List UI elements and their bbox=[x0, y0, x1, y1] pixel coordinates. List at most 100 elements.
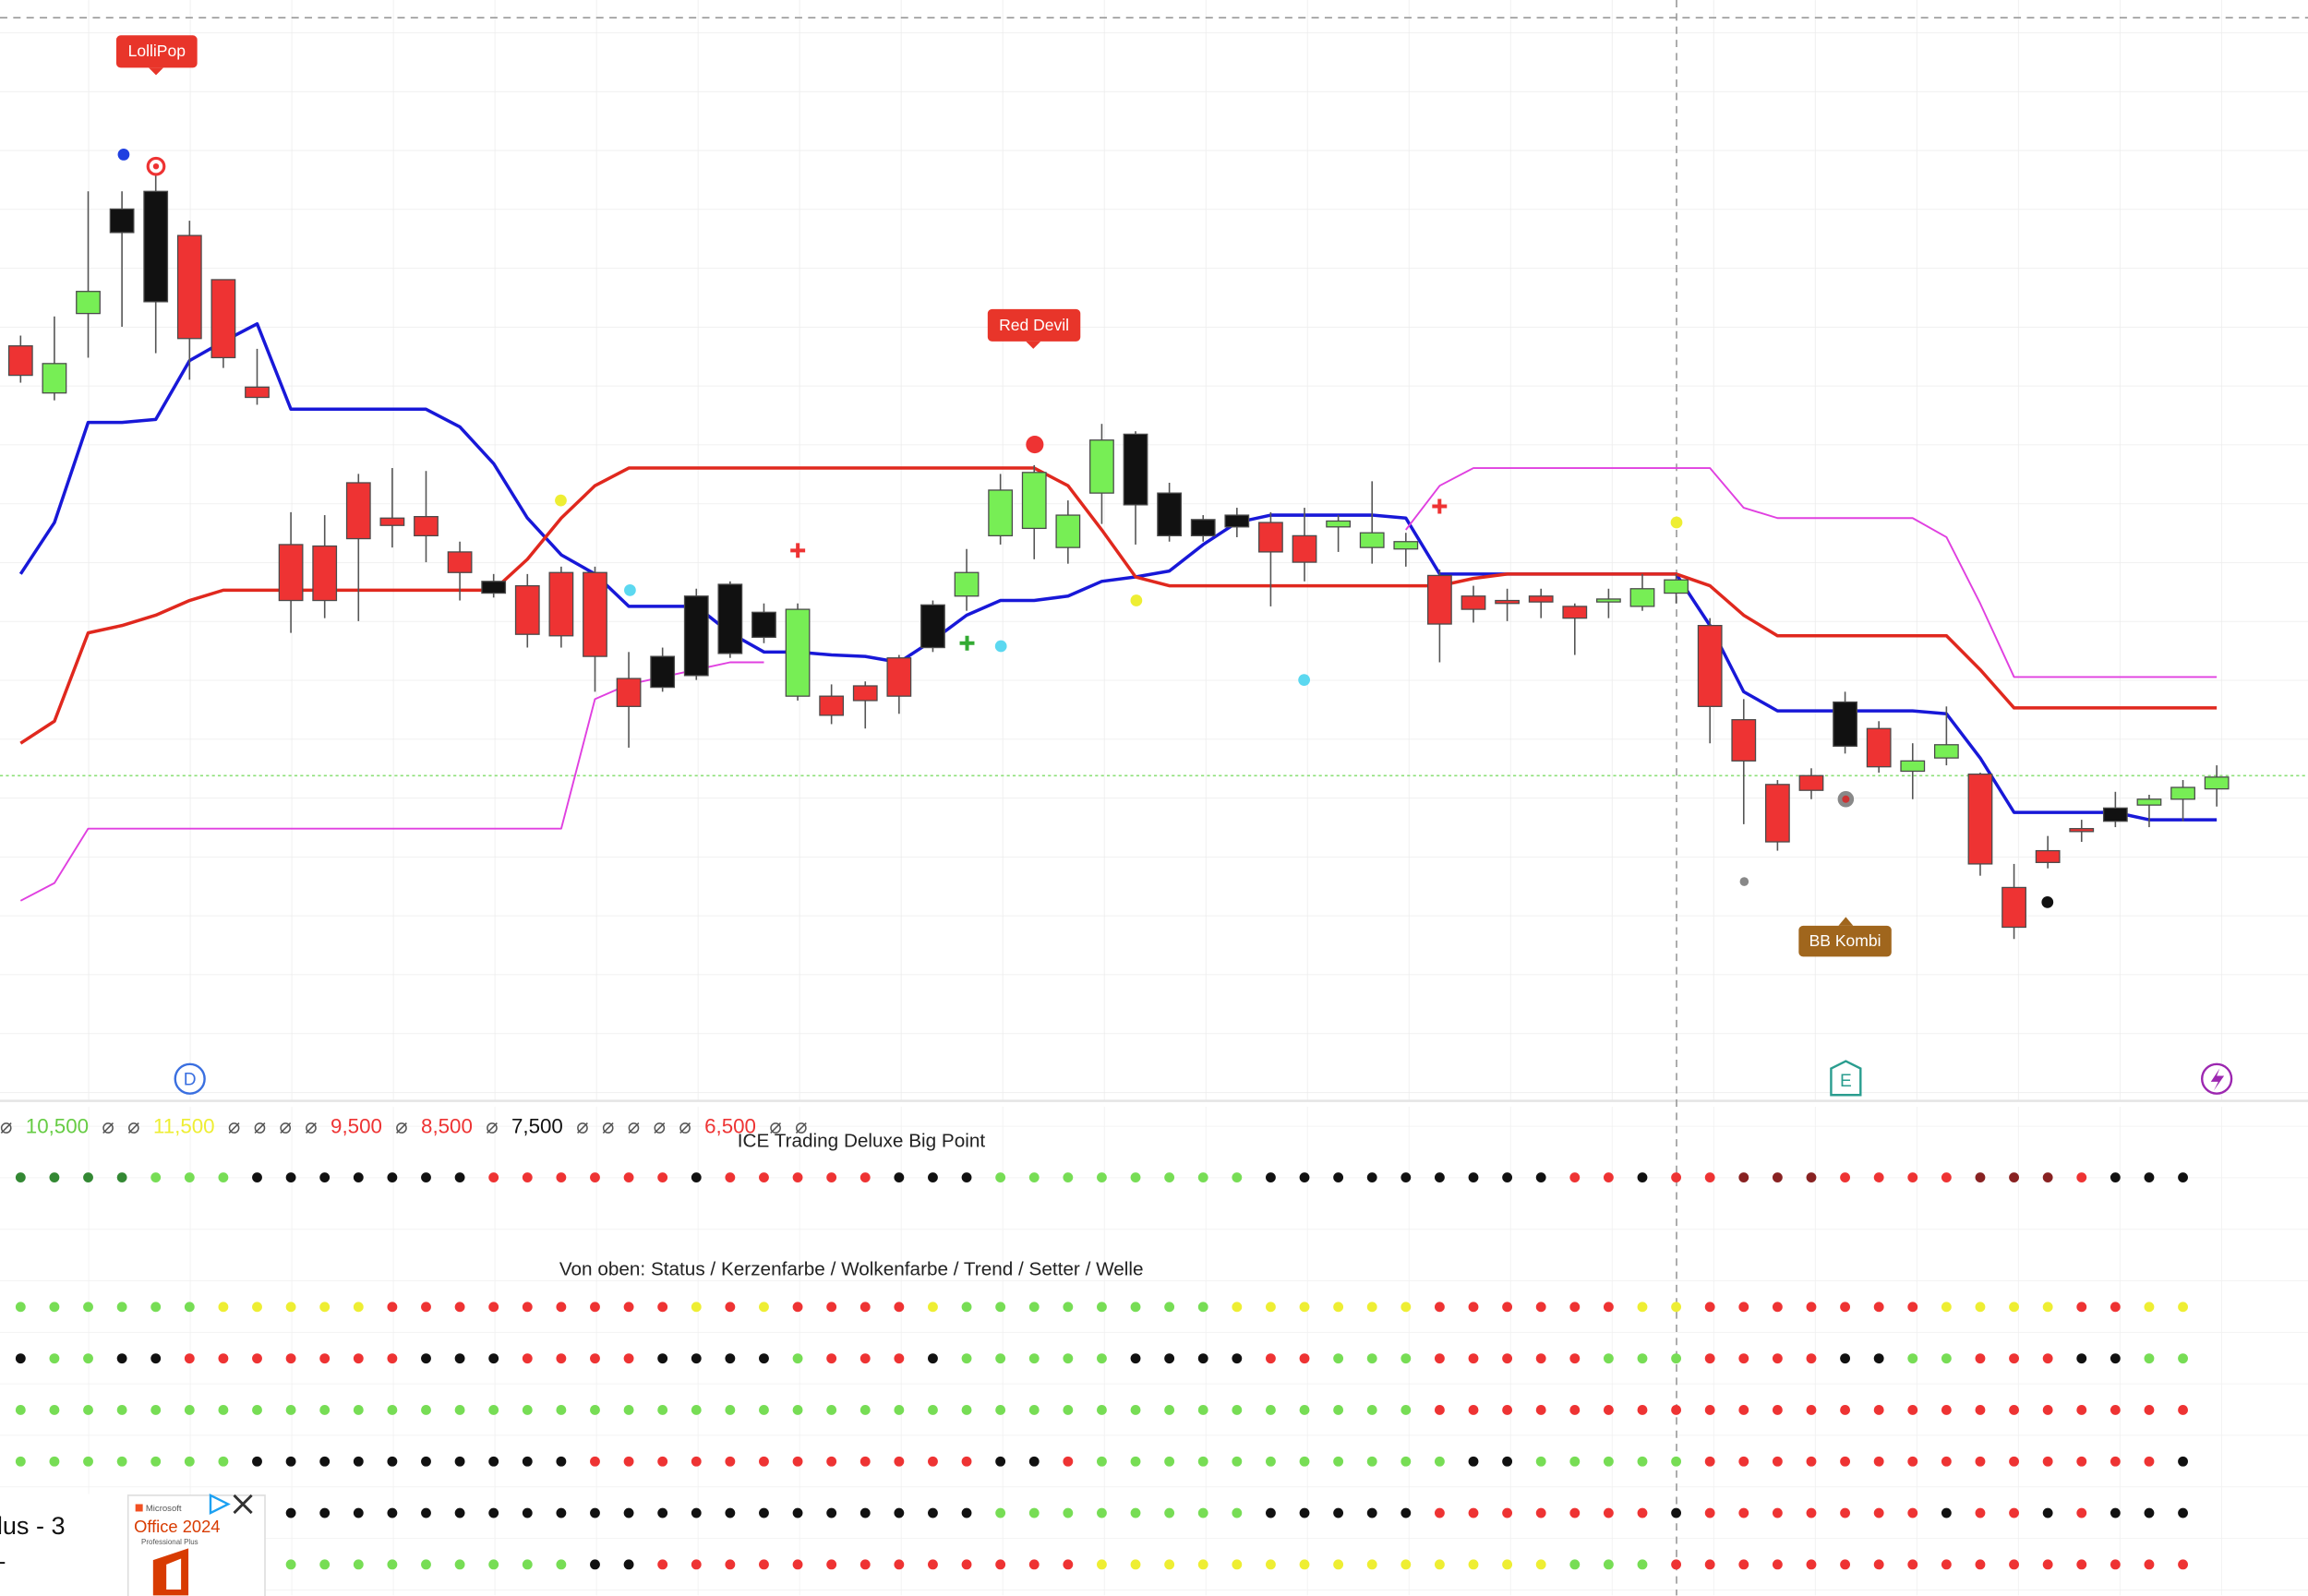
indicator-dot bbox=[454, 1172, 465, 1182]
indicator-dot bbox=[522, 1405, 533, 1415]
indicator-dot bbox=[1097, 1302, 1107, 1313]
candle-body bbox=[42, 363, 67, 394]
earnings-badge[interactable]: E bbox=[1830, 1060, 1862, 1097]
indicator-dot bbox=[252, 1353, 262, 1364]
indicator-dot bbox=[1164, 1353, 1175, 1364]
indicator-dot bbox=[657, 1559, 668, 1570]
candle-body bbox=[7, 345, 33, 377]
indicator-dot bbox=[590, 1405, 600, 1415]
indicator-dot bbox=[995, 1302, 1006, 1313]
candle-body bbox=[1089, 439, 1114, 494]
candle-body bbox=[548, 571, 574, 637]
event-badge[interactable] bbox=[2201, 1062, 2233, 1095]
indicator-dot bbox=[1097, 1405, 1107, 1415]
indicator-dot bbox=[150, 1353, 162, 1364]
indicator-dot bbox=[1266, 1507, 1276, 1518]
ad-choices-icon[interactable] bbox=[209, 1493, 231, 1515]
indicator-dot bbox=[590, 1172, 600, 1182]
status-item: ⌀ bbox=[769, 1114, 781, 1137]
indicator-dot bbox=[1569, 1507, 1581, 1518]
indicator-dot bbox=[1637, 1559, 1648, 1570]
panel-title: lus - 3 bbox=[0, 1511, 66, 1540]
candle-body bbox=[2170, 786, 2195, 800]
indicator-dot bbox=[556, 1353, 567, 1364]
indicator-dot bbox=[522, 1456, 533, 1467]
indicator-dot bbox=[859, 1405, 871, 1415]
signal-dot bbox=[555, 494, 567, 507]
indicator-dot bbox=[1941, 1302, 1952, 1313]
indicator-dot bbox=[421, 1172, 431, 1182]
indicator-dot bbox=[1907, 1456, 1918, 1467]
indicator-dot bbox=[1806, 1507, 1817, 1518]
indicator-dot bbox=[725, 1172, 736, 1182]
indicator-dot bbox=[2144, 1353, 2155, 1364]
indicator-dot bbox=[1468, 1405, 1479, 1415]
indicator-dot bbox=[1028, 1507, 1040, 1518]
indicator-dot bbox=[1704, 1172, 1715, 1182]
indicator-dot bbox=[1704, 1559, 1715, 1570]
indicator-dot bbox=[488, 1172, 499, 1182]
candle-body bbox=[514, 584, 540, 635]
red-devil-flag: Red Devil bbox=[987, 308, 1081, 349]
indicator-dot bbox=[1569, 1405, 1581, 1415]
candle-body bbox=[2136, 798, 2162, 806]
indicator-dot bbox=[1975, 1302, 1986, 1313]
indicator-dot bbox=[2042, 1172, 2053, 1182]
flag-label: BB Kombi bbox=[1809, 931, 1881, 950]
indicator-dot bbox=[1772, 1507, 1783, 1518]
indicator-dot bbox=[218, 1172, 229, 1182]
indicator-dot bbox=[1164, 1559, 1175, 1570]
indicator-dot bbox=[83, 1302, 93, 1313]
candle-body bbox=[1967, 774, 1993, 865]
indicator-dot bbox=[1063, 1353, 1074, 1364]
candle-body bbox=[1021, 472, 1047, 530]
indicator-dot bbox=[2009, 1405, 2019, 1415]
indicator-dot bbox=[454, 1559, 465, 1570]
indicator-dot bbox=[1907, 1172, 1918, 1182]
indicator-dot bbox=[83, 1353, 93, 1364]
office-logo-inner bbox=[166, 1558, 182, 1590]
signal-dot bbox=[1739, 877, 1749, 886]
indicator-dot bbox=[928, 1559, 938, 1570]
indicator-dot bbox=[1097, 1172, 1107, 1182]
indicator-dot bbox=[353, 1172, 364, 1182]
indicator-dot bbox=[421, 1405, 431, 1415]
indicator-dot bbox=[184, 1456, 195, 1467]
candle-body bbox=[1190, 519, 1216, 537]
indicator-dot bbox=[2009, 1559, 2019, 1570]
candle-body bbox=[988, 489, 1014, 537]
indicator-dot bbox=[1097, 1456, 1107, 1467]
indicator-dot bbox=[1840, 1172, 1850, 1182]
indicator-dot bbox=[2178, 1353, 2188, 1364]
ad-close-button[interactable] bbox=[233, 1494, 253, 1515]
indicator-dot bbox=[2110, 1353, 2121, 1364]
indicator-dot bbox=[1772, 1172, 1783, 1182]
indicator-dot bbox=[1637, 1172, 1648, 1182]
candle-body bbox=[1292, 534, 1317, 563]
indicator-dot bbox=[387, 1507, 398, 1518]
indicator-dot bbox=[826, 1507, 837, 1518]
indicator-dot bbox=[488, 1559, 499, 1570]
indicator-dot bbox=[2178, 1405, 2188, 1415]
dividend-badge[interactable]: D bbox=[174, 1062, 206, 1095]
candle-body bbox=[1933, 744, 1959, 759]
indicator-dot bbox=[1569, 1172, 1581, 1182]
indicator-dot bbox=[1907, 1353, 1918, 1364]
indicator-dot bbox=[1333, 1172, 1344, 1182]
indicator-dot bbox=[454, 1507, 465, 1518]
indicator-dot bbox=[1266, 1172, 1276, 1182]
indicator-dot bbox=[1468, 1456, 1479, 1467]
indicator-dot bbox=[1806, 1172, 1817, 1182]
indicator-dot bbox=[1028, 1456, 1040, 1467]
indicator-dot bbox=[1197, 1172, 1208, 1182]
indicator-dot bbox=[319, 1456, 331, 1467]
indicator-dot bbox=[1671, 1456, 1682, 1467]
candle-body bbox=[819, 695, 845, 716]
indicator-dot bbox=[285, 1456, 296, 1467]
indicator-dot bbox=[285, 1405, 296, 1415]
indicator-dot bbox=[859, 1507, 871, 1518]
advertisement[interactable]: Microsoft Office 2024 Professional Plus bbox=[126, 1493, 266, 1596]
signals bbox=[117, 149, 2054, 908]
indicator-dot bbox=[1266, 1302, 1276, 1313]
indicator-dot bbox=[1772, 1302, 1783, 1313]
